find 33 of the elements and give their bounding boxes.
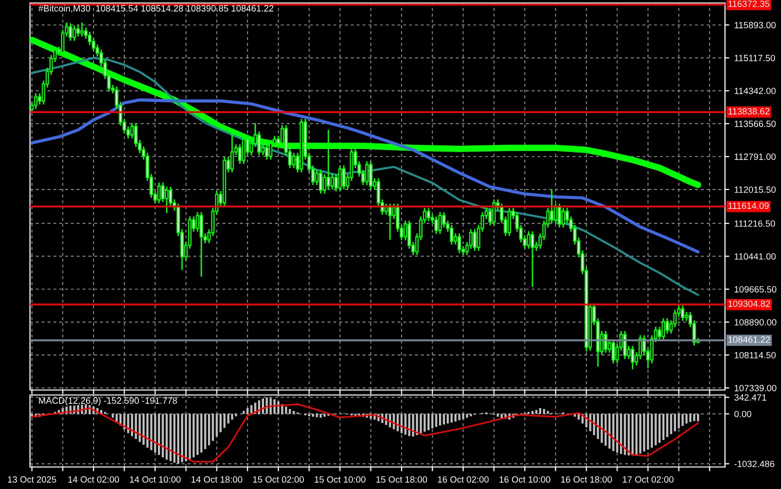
x-tick-label: 17 Oct 02:00 xyxy=(622,476,674,483)
y-tick-label: 112015.50 xyxy=(734,186,776,193)
x-tick-label: 16 Oct 10:00 xyxy=(500,476,550,483)
y-tick-label: -1032.486 xyxy=(734,460,774,468)
x-tick-label: 16 Oct 02:00 xyxy=(438,476,489,483)
x-tick-label: 15 Oct 10:00 xyxy=(314,476,366,483)
y-tick-label: 342.471 xyxy=(734,394,766,401)
x-tick-label: 16 Oct 18:00 xyxy=(561,476,612,483)
y-tick-label: 114342.00 xyxy=(734,88,776,94)
y-tick-label: 110441.00 xyxy=(734,253,776,260)
y-tick-label: 112791.00 xyxy=(734,154,776,160)
x-tick-label: 14 Oct 02:00 xyxy=(68,476,120,483)
y-tick-label: 113566.50 xyxy=(734,120,776,128)
y-tick-label: 115117.50 xyxy=(734,54,776,62)
y-tick-label: 0.00 xyxy=(734,410,752,418)
x-tick-label: 14 Oct 18:00 xyxy=(192,476,242,483)
ref-line-label: 111614.09 xyxy=(728,202,769,209)
y-tick-label: 108890.00 xyxy=(734,319,776,326)
ref-line-label: 109304.82 xyxy=(728,300,770,307)
y-tick-label: 111216.50 xyxy=(734,220,776,227)
ref-line-label: 116372.35 xyxy=(728,0,770,8)
y-tick-label: 108114.50 xyxy=(734,352,776,358)
ref-line-label: 108461.22 xyxy=(728,336,770,343)
ref-line-label: 113838.62 xyxy=(728,108,770,115)
x-tick-label: 15 Oct 18:00 xyxy=(376,476,428,483)
y-tick-label: 109665.50 xyxy=(734,286,776,293)
x-tick-label: 15 Oct 02:00 xyxy=(253,476,304,483)
y-tick-label: 107339.00 xyxy=(734,384,776,392)
chart-title: MACD(12,26,9) -152.590 -191.778 xyxy=(39,397,177,406)
x-tick-label: 14 Oct 10:00 xyxy=(130,476,181,483)
chart-title: #Bitcoin,M30 108415.54 108514.28 108390.85 108461.22 xyxy=(38,4,274,13)
y-tick-label: 115893.00 xyxy=(734,22,776,28)
x-tick-label: 13 Oct 2025 xyxy=(8,476,56,483)
